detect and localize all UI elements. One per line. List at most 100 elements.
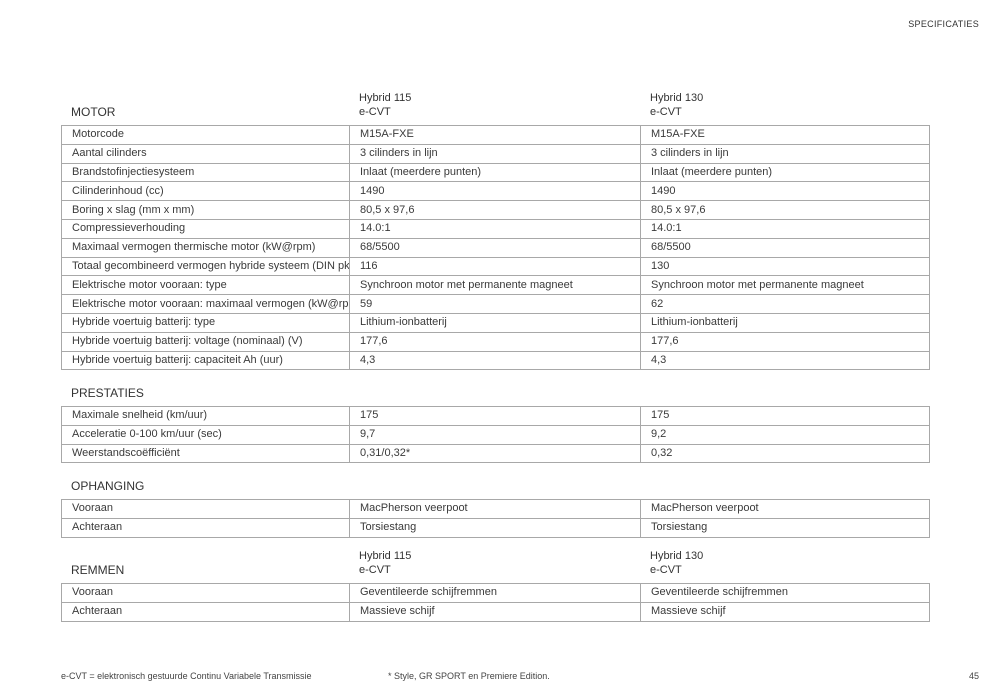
spec-label: Cilinderinhoud (cc) (61, 181, 350, 202)
table-row: Aantal cilinders 3 cilinders in lijn 3 cil… (61, 143, 930, 164)
spec-label: Aantal cilinders (61, 143, 350, 164)
spec-label: Motorcode (61, 125, 350, 145)
spec-label: Weerstandscoëfficiënt (61, 443, 350, 464)
spec-value: 9,7 (349, 424, 641, 445)
section-header: PRESTATIES (61, 385, 930, 406)
spec-value: Geventileerde schijfremmen (640, 583, 930, 603)
spec-value: 3 cilinders in lijn (349, 143, 641, 164)
spec-value: 130 (640, 256, 930, 277)
spec-value: M15A-FXE (640, 125, 930, 145)
table-row: Maximaal vermogen thermische motor (kW@r… (61, 237, 930, 258)
spec-value: Massieve schijf (640, 601, 930, 622)
spec-table: Vooraan MacPherson veerpoot MacPherson vee… (61, 499, 930, 538)
table-row: Brandstofinjectiesysteem Inlaat (meerdere… (61, 162, 930, 183)
spec-table: Maximale snelheid (km/uur) 175 175 Accelera… (61, 406, 930, 464)
section-title: REMMEN (71, 563, 125, 577)
spec-label: Acceleratie 0-100 km/uur (sec) (61, 424, 350, 445)
transmission: e-CVT (650, 106, 682, 118)
model-name: Hybrid 130 (650, 550, 704, 562)
spec-label: Maximale snelheid (km/uur) (61, 406, 350, 426)
spec-value: MacPherson veerpoot (349, 499, 641, 519)
footnote-ecvt: e-CVT = elektronisch gestuurde Continu V… (61, 671, 312, 681)
section-title: OPHANGING (71, 479, 145, 493)
spec-label: Brandstofinjectiesysteem (61, 162, 350, 183)
spec-label: Achteraan (61, 601, 350, 622)
section-prestaties: PRESTATIES Maximale snelheid (km/uur) 175 1… (61, 385, 930, 464)
spec-value: Synchroon motor met permanente magneet (349, 275, 641, 296)
model-name: Hybrid 115 (359, 550, 412, 562)
table-row: Cilinderinhoud (cc) 1490 1490 (61, 181, 930, 202)
spec-value: 175 (640, 406, 930, 426)
spec-label: Hybride voertuig batterij: voltage (nomi… (61, 331, 350, 352)
section-motor: MOTOR Hybrid 115 e-CVT Hybrid 130 e-CVT Motor… (61, 91, 930, 371)
section-remmen: REMMEN Hybrid 115 e-CVT Hybrid 130 e-CVT Voor… (61, 549, 930, 622)
section-header: MOTOR Hybrid 115 e-CVT Hybrid 130 e-CVT (61, 91, 930, 125)
spec-label: Achteraan (61, 517, 350, 538)
spec-table: Motorcode M15A-FXE M15A-FXE Aantal cilinder… (61, 125, 930, 371)
page-number: 45 (968, 671, 979, 681)
spec-value: 9,2 (640, 424, 930, 445)
spec-value: 0,32 (640, 443, 930, 464)
spec-value: 177,6 (349, 331, 641, 352)
spec-value: M15A-FXE (349, 125, 641, 145)
spec-value: Geventileerde schijfremmen (349, 583, 641, 603)
column-header-col2: Hybrid 130 e-CVT (650, 549, 703, 577)
model-name: Hybrid 130 (650, 92, 704, 104)
table-row: Hybride voertuig batterij: voltage (nomi… (61, 331, 930, 352)
transmission: e-CVT (650, 564, 682, 576)
spec-value: 175 (349, 406, 641, 426)
spec-label: Elektrische motor vooraan: type (61, 275, 350, 296)
spec-value: Lithium-ionbatterij (349, 312, 641, 333)
table-row: Totaal gecombineerd vermogen hybride sys… (61, 256, 930, 277)
spec-value: Torsiestang (349, 517, 641, 538)
spec-label: Hybride voertuig batterij: capaciteit Ah… (61, 350, 350, 371)
spec-value: 62 (640, 294, 930, 314)
table-row: Vooraan Geventileerde schijfremmen Geventi… (61, 583, 930, 603)
footnote-editions: * Style, GR SPORT en Premiere Edition. (388, 671, 550, 681)
spec-value: MacPherson veerpoot (640, 499, 930, 519)
spec-value: Lithium-ionbatterij (640, 312, 930, 333)
page-header: SPECIFICATIES (908, 19, 979, 29)
table-row: Elektrische motor vooraan: type Synchroon… (61, 275, 930, 296)
spec-value: 3 cilinders in lijn (640, 143, 930, 164)
spec-label: Boring x slag (mm x mm) (61, 200, 350, 220)
table-row: Hybride voertuig batterij: capaciteit Ah… (61, 350, 930, 371)
spec-label: Vooraan (61, 583, 350, 603)
spec-value: Massieve schijf (349, 601, 641, 622)
spec-value: 80,5 x 97,6 (640, 200, 930, 220)
spec-value: 68/5500 (640, 237, 930, 258)
spec-value: 1490 (640, 181, 930, 202)
spec-value: Inlaat (meerdere punten) (640, 162, 930, 183)
table-row: Achteraan Massieve schijf Massieve schijf (61, 601, 930, 622)
section-header: REMMEN Hybrid 115 e-CVT Hybrid 130 e-CVT (61, 549, 930, 583)
spec-value: 1490 (349, 181, 641, 202)
spec-label: Compressieverhouding (61, 218, 350, 239)
table-row: Hybride voertuig batterij: type Lithium-i… (61, 312, 930, 333)
spec-value: 116 (349, 256, 641, 277)
section-ophanging: OPHANGING Vooraan MacPherson veerpoot MacPh… (61, 478, 930, 538)
table-row: Maximale snelheid (km/uur) 175 175 (61, 406, 930, 426)
table-row: Vooraan MacPherson veerpoot MacPherson vee… (61, 499, 930, 519)
spec-label: Maximaal vermogen thermische motor (kW@r… (61, 237, 350, 258)
spec-value: 68/5500 (349, 237, 641, 258)
table-row: Motorcode M15A-FXE M15A-FXE (61, 125, 930, 145)
spec-label: Totaal gecombineerd vermogen hybride sys… (61, 256, 350, 277)
spec-value: 14.0:1 (640, 218, 930, 239)
table-row: Weerstandscoëfficiënt 0,31/0,32* 0,32 (61, 443, 930, 464)
column-header-col2: Hybrid 130 e-CVT (650, 91, 703, 119)
spec-value: Torsiestang (640, 517, 930, 538)
section-title: PRESTATIES (71, 386, 144, 400)
table-row: Acceleratie 0-100 km/uur (sec) 9,7 9,2 (61, 424, 930, 445)
spec-value: 80,5 x 97,6 (349, 200, 641, 220)
spec-value: Synchroon motor met permanente magneet (640, 275, 930, 296)
table-row: Achteraan Torsiestang Torsiestang (61, 517, 930, 538)
spec-label: Hybride voertuig batterij: type (61, 312, 350, 333)
column-header-col1: Hybrid 115 e-CVT (359, 549, 411, 577)
model-name: Hybrid 115 (359, 92, 412, 104)
table-row: Elektrische motor vooraan: maximaal verm… (61, 294, 930, 314)
column-header-col1: Hybrid 115 e-CVT (359, 91, 411, 119)
spec-value: 0,31/0,32* (349, 443, 641, 464)
spec-table: Vooraan Geventileerde schijfremmen Geventi… (61, 583, 930, 622)
spec-value: 14.0:1 (349, 218, 641, 239)
transmission: e-CVT (359, 106, 391, 118)
